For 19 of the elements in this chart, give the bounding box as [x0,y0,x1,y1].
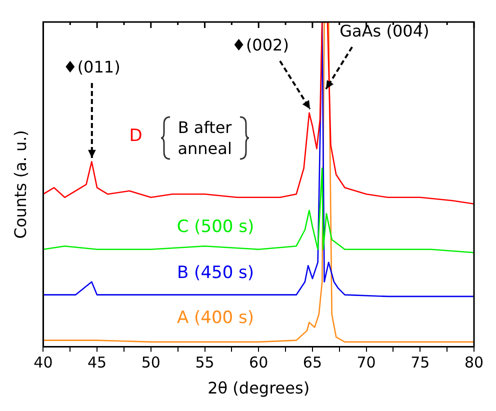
x-tick-label: 45 [88,354,107,372]
x-tick-label: 80 [464,354,484,372]
x-tick-label: 50 [141,354,160,372]
annotation: ♦(011) [62,57,120,76]
annotation: GaAs (004) [340,22,430,41]
x-tick-label: 70 [356,354,376,372]
text: D [129,126,142,146]
annotation: ♦(002) [232,35,289,54]
x-axis-title: 2θ (degrees) [208,378,310,398]
x-tick-label: 40 [34,354,53,372]
y-axis-title: Counts (a. u.) [10,130,30,239]
x-tick-label: 65 [302,354,322,372]
annotation: B after anneal [176,117,233,160]
series-label: B (450 s) [176,262,254,283]
x-tick-label: 60 [249,354,268,372]
x-tick-label: 75 [410,354,430,372]
series-label: A (400 s) [177,308,254,328]
series-label: C (500 s) [176,217,254,238]
x-tick-label: 55 [195,354,214,372]
